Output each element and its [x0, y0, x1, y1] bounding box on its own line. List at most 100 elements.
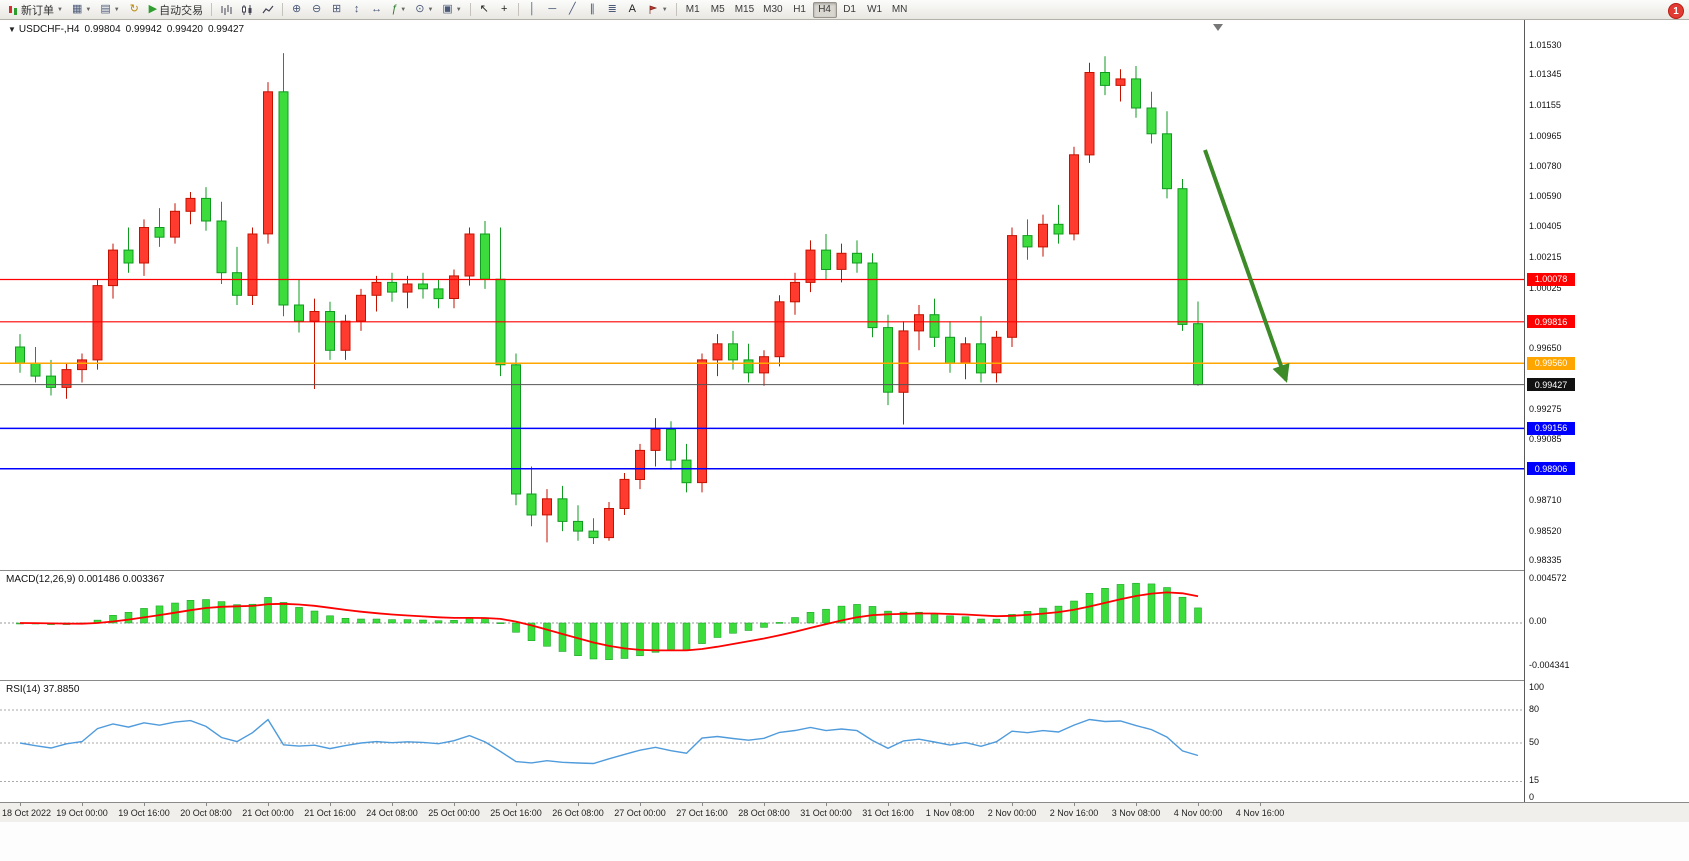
time-axis-label: 25 Oct 00:00 — [428, 808, 480, 818]
new-chart-button[interactable]: ▦ ▼ — [68, 1, 95, 18]
fibonacci-button[interactable]: ≣ — [603, 1, 622, 18]
time-axis-label: 27 Oct 16:00 — [676, 808, 728, 818]
chevron-down-icon: ▼ — [427, 6, 434, 13]
main-chart-panel[interactable]: ▼ USDCHF-,H4 0.99804 0.99942 0.99420 0.99427 — [0, 20, 1524, 570]
timeframe-toolbar: M1 M5 M15 M30 H1 H4 D1 W1 MN — [681, 1, 912, 18]
templates-button[interactable]: ▣ ▼ — [438, 1, 465, 18]
price-axis-label: 1.00025 — [1529, 282, 1562, 293]
rsi-axis-label: 0 — [1529, 791, 1535, 802]
time-axis-label: 21 Oct 16:00 — [304, 808, 356, 818]
horizontal-lines[interactable] — [0, 278, 1524, 470]
indicators-icon: ƒ — [391, 3, 398, 15]
price-tag[interactable]: 0.99816 — [1527, 315, 1575, 329]
candles — [15, 53, 1203, 544]
price-axis-label: 0.98710 — [1529, 494, 1562, 505]
price-tag[interactable]: 1.00078 — [1527, 272, 1575, 286]
macd-label: MACD(12,26,9) — [6, 574, 76, 585]
timeframe-m30-button[interactable]: M30 — [759, 2, 786, 18]
price-axis-label: 1.00590 — [1529, 191, 1562, 202]
rsi-levels — [0, 709, 1524, 782]
time-tick — [206, 803, 207, 806]
new-order-label: 新订单 — [21, 4, 54, 17]
rsi-line — [19, 718, 1199, 765]
price-tag[interactable]: 0.99427 — [1527, 378, 1575, 392]
new-order-icon — [9, 5, 17, 15]
chevron-down-icon: ▼ — [113, 6, 120, 13]
timeframe-mn-button[interactable]: MN — [888, 2, 912, 18]
rsi-axis-label: 80 — [1529, 703, 1540, 714]
timeframe-m1-button[interactable]: M1 — [681, 2, 705, 18]
chart-shift-marker[interactable] — [1213, 24, 1223, 31]
refresh-button[interactable]: ↻ — [125, 1, 144, 18]
tile-windows-button[interactable]: ⊞ — [327, 1, 346, 18]
horizontal-line-button[interactable]: ─ — [543, 1, 562, 18]
time-axis-label: 18 Oct 2022 — [2, 808, 52, 818]
macd-axis-label: 0.00 — [1529, 616, 1547, 626]
macd-panel[interactable]: MACD(12,26,9) 0.001486 0.003367 — [0, 570, 1524, 680]
periods-button[interactable]: ⊙ ▼ — [411, 1, 437, 18]
candlestick-chart-button[interactable] — [237, 1, 257, 18]
rsi-value: 37.8850 — [43, 684, 80, 695]
time-tick — [144, 803, 145, 806]
timeframe-m5-button[interactable]: M5 — [706, 2, 730, 18]
time-tick — [392, 803, 393, 806]
refresh-icon: ↻ — [129, 3, 139, 15]
toolbar-separator — [282, 3, 284, 16]
rsi-panel[interactable]: RSI(14) 37.8850 — [0, 680, 1524, 802]
trendline-button[interactable]: ╱ — [563, 1, 582, 18]
price-tag[interactable]: 0.99560 — [1527, 356, 1575, 370]
arrange-horizontal-button[interactable]: ↔ — [367, 1, 386, 18]
cursor-button[interactable]: ↖ — [475, 1, 494, 18]
text-button[interactable]: A — [623, 1, 642, 18]
time-axis-label: 3 Nov 08:00 — [1111, 808, 1161, 818]
macd-signal-line — [19, 591, 1199, 652]
arrange-horizontal-icon: ↔ — [371, 3, 383, 15]
time-axis-label: 19 Oct 00:00 — [56, 808, 108, 818]
timeframe-h1-button[interactable]: H1 — [788, 2, 812, 18]
autotrading-button[interactable]: ▶ 自动交易 — [145, 1, 207, 18]
channel-button[interactable]: ∥ — [583, 1, 602, 18]
vertical-line-button[interactable]: │ — [523, 1, 542, 18]
candlestick-chart — [0, 24, 1524, 544]
price-tag[interactable]: 0.99156 — [1527, 421, 1575, 435]
toolbar-separator — [675, 3, 677, 16]
window-bottom-area — [0, 822, 1689, 861]
crosshair-icon: + — [501, 3, 508, 15]
crosshair-button[interactable]: + — [495, 1, 514, 18]
time-tick — [764, 803, 765, 806]
horizontal-line-icon: ─ — [548, 3, 557, 15]
time-tick — [640, 803, 641, 806]
price-axis-label: 0.98520 — [1529, 525, 1562, 536]
time-axis-label: 28 Oct 08:00 — [738, 808, 790, 818]
macd-chart — [0, 582, 1524, 660]
one-click-trading-toggle-icon[interactable]: ▼ — [8, 25, 16, 34]
rsi-axis-label: 50 — [1529, 736, 1540, 747]
time-axis[interactable]: 18 Oct 2022 19 Oct 00:00 19 Oct 16:00 20 Oc… — [0, 802, 1689, 822]
profiles-button[interactable]: ▤ ▼ — [96, 1, 123, 18]
arrow-marker-button[interactable]: ▼ — [643, 1, 672, 18]
zoom-in-button[interactable]: ⊕ — [287, 1, 306, 18]
notification-badge[interactable]: 1 — [1668, 3, 1684, 19]
time-tick — [330, 803, 331, 806]
price-axis-label: 1.00215 — [1529, 251, 1562, 262]
bar-chart-button[interactable] — [216, 1, 236, 18]
indicators-button[interactable]: ƒ ▼ — [387, 1, 410, 18]
line-chart-button[interactable] — [258, 1, 278, 18]
arrange-vertical-button[interactable]: ↕ — [347, 1, 366, 18]
time-axis-label: 31 Oct 00:00 — [800, 808, 852, 818]
chevron-down-icon: ▼ — [57, 6, 63, 13]
time-tick — [268, 803, 269, 806]
price-axis-label: 1.00780 — [1529, 160, 1562, 171]
annotation-arrow[interactable] — [1203, 149, 1290, 383]
time-axis-label: 27 Oct 00:00 — [614, 808, 666, 818]
timeframe-w1-button[interactable]: W1 — [863, 2, 887, 18]
price-tag[interactable]: 0.98906 — [1527, 462, 1575, 476]
time-tick — [826, 803, 827, 806]
timeframe-d1-button[interactable]: D1 — [838, 2, 862, 18]
timeframe-h4-button[interactable]: H4 — [812, 1, 837, 18]
new-order-button[interactable]: 新订单 ▼ — [3, 1, 67, 18]
zoom-out-button[interactable]: ⊖ — [307, 1, 326, 18]
price-axis[interactable]: 1.01530 1.01345 1.01155 1.00965 1.00780 1.005… — [1524, 20, 1689, 802]
timeframe-m15-button[interactable]: M15 — [731, 2, 758, 18]
autotrading-label: 自动交易 — [159, 4, 204, 17]
